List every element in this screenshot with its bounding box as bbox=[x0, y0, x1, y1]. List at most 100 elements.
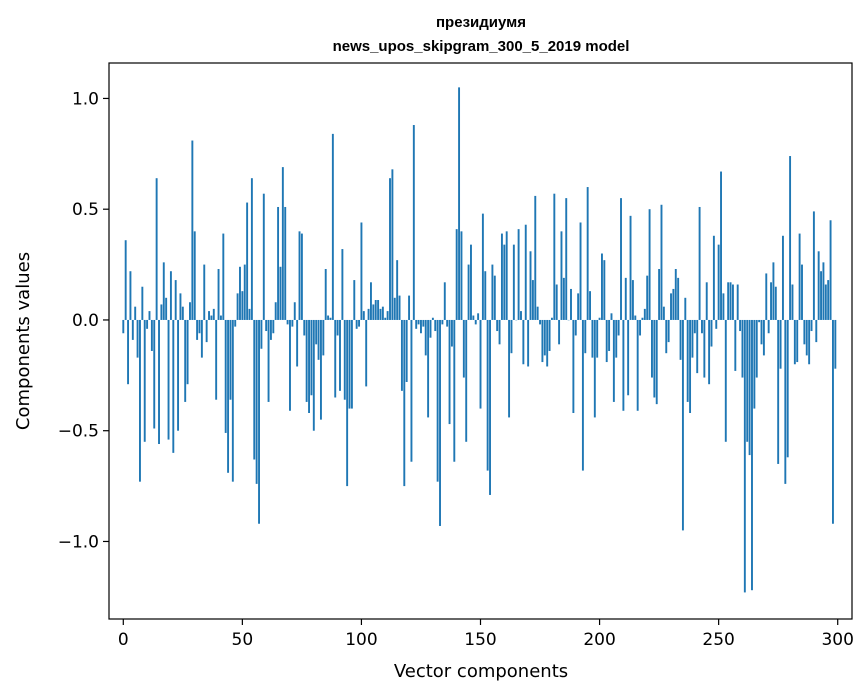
y-axis-ticks: −1.0 −0.5 0.0 0.5 1.0 bbox=[58, 89, 109, 552]
bar-component-233 bbox=[677, 277, 680, 320]
bar-component-270 bbox=[765, 273, 768, 320]
bar-component-285 bbox=[801, 264, 803, 320]
bar-component-114 bbox=[393, 297, 396, 320]
bar-component-167 bbox=[520, 311, 522, 320]
bar-component-116 bbox=[398, 295, 401, 320]
bar-component-162 bbox=[508, 319, 511, 418]
bar-component-63 bbox=[272, 319, 275, 334]
bar-component-189 bbox=[572, 319, 575, 413]
bar-component-56 bbox=[255, 319, 258, 484]
bar-component-156 bbox=[493, 275, 496, 320]
bar-component-243 bbox=[701, 319, 703, 334]
bar-component-17 bbox=[162, 262, 165, 320]
bar-component-220 bbox=[646, 275, 649, 320]
bar-component-295 bbox=[824, 284, 827, 320]
bar-component-98 bbox=[355, 319, 358, 329]
bar-component-18 bbox=[165, 297, 168, 320]
bar-component-74 bbox=[298, 231, 301, 320]
chart-title-line-1: президиумя bbox=[436, 14, 526, 31]
bar-component-267 bbox=[758, 319, 761, 323]
bar-component-81 bbox=[315, 319, 318, 345]
bar-component-181 bbox=[553, 193, 556, 320]
bar-component-28 bbox=[189, 302, 191, 320]
bar-component-177 bbox=[543, 319, 546, 356]
bar-component-274 bbox=[774, 286, 777, 320]
bar-component-88 bbox=[331, 133, 334, 320]
bar-component-174 bbox=[536, 306, 539, 320]
bar-component-192 bbox=[579, 222, 582, 320]
bar-component-27 bbox=[186, 319, 189, 385]
bar-component-111 bbox=[386, 311, 389, 320]
bar-component-44 bbox=[227, 319, 230, 473]
chart-title-line-2: news_upos_skipgram_300_5_2019 model bbox=[333, 38, 630, 55]
bar-component-75 bbox=[300, 233, 303, 320]
bar-component-298 bbox=[832, 319, 834, 524]
bar-component-197 bbox=[591, 319, 594, 358]
bar-component-280 bbox=[789, 156, 792, 320]
bar-component-262 bbox=[746, 319, 749, 442]
bar-component-257 bbox=[734, 319, 737, 371]
bar-component-211 bbox=[624, 277, 627, 320]
y-tick-label: 1.0 bbox=[72, 89, 99, 109]
bar-component-110 bbox=[384, 317, 387, 320]
bar-component-208 bbox=[617, 319, 620, 336]
bar-component-202 bbox=[603, 260, 606, 320]
bar-component-175 bbox=[539, 319, 541, 325]
bar-component-107 bbox=[377, 300, 380, 320]
bar-component-105 bbox=[372, 304, 375, 320]
bar-component-261 bbox=[743, 319, 746, 593]
bar-component-228 bbox=[665, 319, 668, 354]
bar-component-207 bbox=[615, 319, 618, 358]
bar-component-43 bbox=[224, 319, 227, 433]
bar-component-101 bbox=[362, 311, 365, 320]
bar-component-133 bbox=[439, 319, 441, 526]
bar-component-279 bbox=[786, 319, 789, 458]
bar-component-91 bbox=[339, 319, 341, 391]
bar-component-138 bbox=[450, 319, 453, 347]
bar-component-69 bbox=[286, 319, 289, 325]
bar-component-290 bbox=[812, 211, 815, 320]
bar-component-144 bbox=[465, 319, 468, 442]
bar-component-113 bbox=[391, 169, 394, 320]
bar-component-176 bbox=[541, 319, 544, 363]
bar-component-201 bbox=[601, 253, 603, 320]
bar-component-115 bbox=[396, 260, 399, 320]
bar-component-258 bbox=[736, 284, 739, 320]
bar-component-180 bbox=[550, 317, 553, 320]
bar-component-247 bbox=[710, 319, 713, 347]
bar-component-104 bbox=[370, 282, 372, 320]
bar-component-9 bbox=[143, 319, 146, 442]
bar-component-205 bbox=[610, 313, 613, 320]
bar-component-237 bbox=[686, 319, 689, 402]
bar-component-263 bbox=[748, 319, 751, 456]
bar-component-283 bbox=[796, 319, 799, 363]
bar-component-288 bbox=[808, 319, 811, 365]
bar-component-12 bbox=[150, 319, 153, 351]
bar-component-163 bbox=[510, 319, 513, 354]
bar-component-249 bbox=[715, 319, 718, 329]
bar-component-281 bbox=[791, 284, 794, 320]
bar-component-0 bbox=[122, 319, 125, 334]
bar-component-255 bbox=[729, 282, 732, 320]
bar-component-79 bbox=[310, 319, 313, 396]
bar-component-49 bbox=[239, 266, 241, 320]
bar-component-235 bbox=[681, 319, 684, 531]
bar-component-62 bbox=[269, 319, 272, 340]
y-tick-label: 0.0 bbox=[72, 311, 99, 331]
bar-component-253 bbox=[724, 319, 727, 442]
bar-component-39 bbox=[215, 319, 218, 400]
bar-component-135 bbox=[443, 282, 446, 320]
bar-component-296 bbox=[827, 280, 830, 320]
bar-component-7 bbox=[139, 319, 141, 482]
bar-component-271 bbox=[767, 319, 770, 334]
bar-component-209 bbox=[620, 198, 622, 320]
bar-component-67 bbox=[281, 167, 284, 320]
bar-component-134 bbox=[441, 319, 444, 325]
bar-component-80 bbox=[312, 319, 315, 431]
bar-component-72 bbox=[293, 302, 296, 320]
bar-component-29 bbox=[191, 140, 194, 320]
bar-component-46 bbox=[231, 319, 234, 482]
bar-component-222 bbox=[651, 319, 653, 378]
bar-component-161 bbox=[505, 231, 508, 320]
bar-component-127 bbox=[424, 319, 427, 356]
